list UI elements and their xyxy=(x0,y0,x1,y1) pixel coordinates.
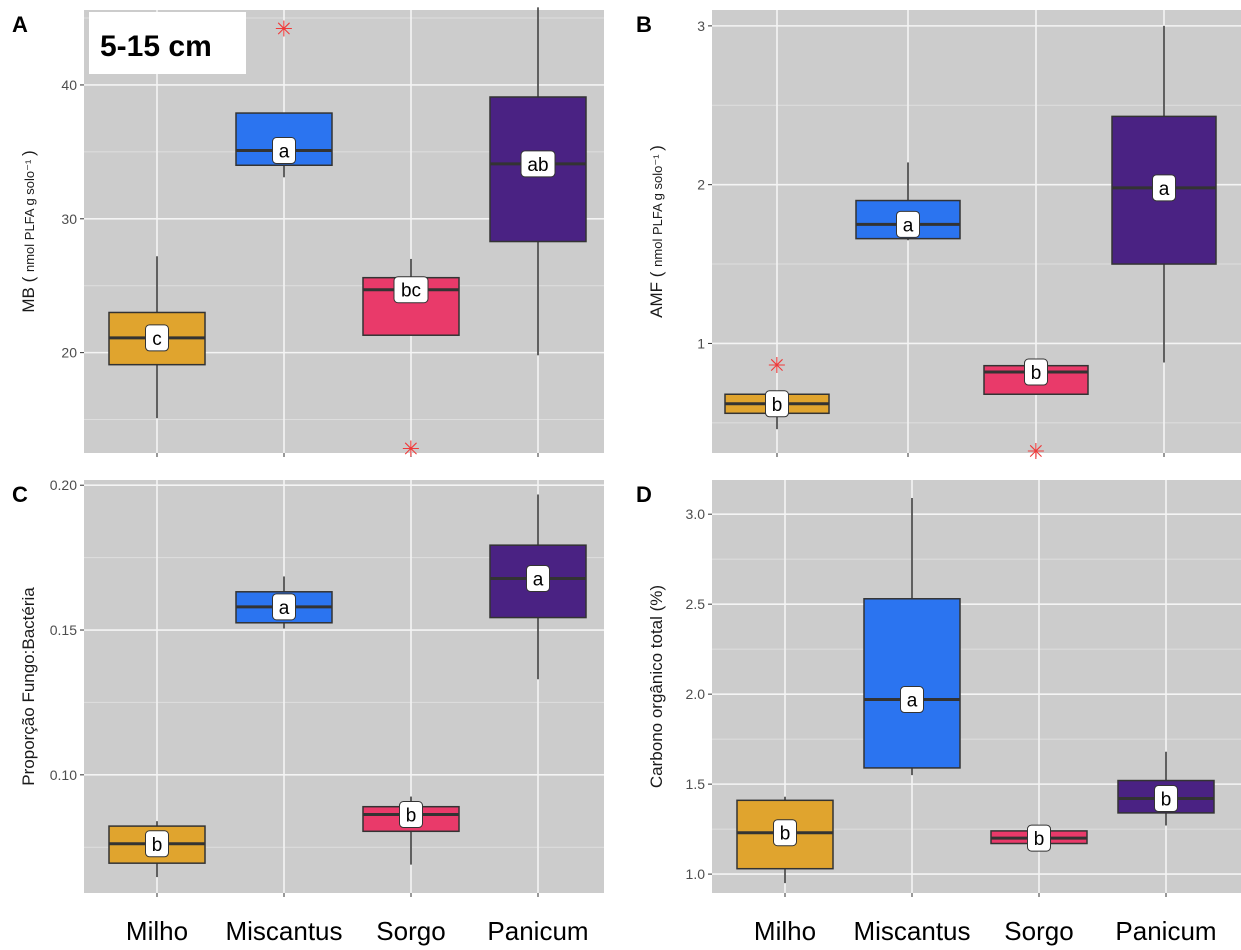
x-category-label: Sorgo xyxy=(1004,916,1073,946)
y-tick-label: 0.15 xyxy=(50,622,77,638)
y-axis-title-main: MB ( xyxy=(19,272,38,313)
x-category-label: Milho xyxy=(126,916,188,946)
outlier-point: ✳ xyxy=(1027,440,1045,465)
y-tick-label: 40 xyxy=(61,77,77,93)
y-axis-title: Carbono orgânico total (%) xyxy=(647,585,666,788)
y-tick-label: 3.0 xyxy=(686,506,706,522)
outlier-point: ✳ xyxy=(402,438,420,463)
y-tick-label: 30 xyxy=(61,211,77,227)
significance-letter: b xyxy=(780,824,791,845)
y-tick-label: 1.0 xyxy=(686,866,706,882)
y-axis-title-unit: nmol PLFA g solo⁻¹ xyxy=(650,151,665,267)
outlier-point: ✳ xyxy=(768,354,786,379)
significance-letter: b xyxy=(1161,790,1172,811)
y-axis-title-main: AMF ( xyxy=(647,267,666,318)
y-axis-title: AMF ( nmol PLFA g solo⁻¹ ) xyxy=(647,145,666,318)
y-axis-title-unit: (%) xyxy=(647,585,666,611)
y-tick-label: 20 xyxy=(61,345,77,361)
x-category-label: Sorgo xyxy=(376,916,445,946)
box-miscantus xyxy=(864,599,960,768)
x-category-labels-left: Milho Miscantus Sorgo Panicum xyxy=(126,916,589,946)
panel-d: 1.0 1.5 2.0 2.5 3.0 b a b b D Carbono orgânico tot… xyxy=(636,480,1241,897)
y-axis-title: MB ( nmol PLFA g solo⁻¹ ) xyxy=(19,150,38,312)
y-axis-title-close: ) xyxy=(647,145,666,151)
panel-a: 20 30 40 c ✳ a ✳ bc ab A MB ( nmol PLFA g solo⁻¹ ) xyxy=(12,7,604,462)
x-category-label: Miscantus xyxy=(225,916,342,946)
y-tick-label: 2.0 xyxy=(686,686,706,702)
significance-letter: a xyxy=(279,598,290,619)
outlier-point: ✳ xyxy=(275,17,293,42)
significance-letter: a xyxy=(907,691,918,712)
y-tick-label: 2.5 xyxy=(686,596,706,612)
significance-letter: a xyxy=(1159,179,1170,200)
panel-b: 1 2 3 ✳ b a ✳ b a B AMF ( nmol PLFA g solo⁻¹ ) xyxy=(636,10,1241,465)
panel-c: 0.10 0.15 0.20 b a b a C Proporção Fungo:Bactéri… xyxy=(12,477,604,897)
y-tick-label: 3 xyxy=(697,18,705,34)
y-tick-label: 2 xyxy=(697,177,705,193)
significance-letter: b xyxy=(1031,363,1042,384)
significance-letter: ab xyxy=(527,155,548,176)
depth-label: 5-15 cm xyxy=(100,30,212,63)
y-axis-title-main: Carbono orgânico total xyxy=(647,611,666,788)
x-category-label: Milho xyxy=(754,916,816,946)
panel-letter: C xyxy=(12,482,28,507)
significance-letter: a xyxy=(533,569,544,590)
y-axis-title-close: ) xyxy=(19,150,38,156)
x-category-labels-right: Milho Miscantus Sorgo Panicum xyxy=(754,916,1217,946)
significance-letter: b xyxy=(1034,829,1045,850)
y-axis-title: Proporção Fungo:Bactéria xyxy=(19,587,38,786)
x-category-label: Panicum xyxy=(1115,916,1216,946)
y-axis-title-unit: nmol PLFA g solo⁻¹ xyxy=(22,156,37,272)
panel-letter: A xyxy=(12,12,28,37)
y-tick-label: 1 xyxy=(697,335,705,351)
significance-letter: a xyxy=(903,215,914,236)
significance-letter: bc xyxy=(401,281,421,302)
x-category-label: Miscantus xyxy=(853,916,970,946)
panel-letter: D xyxy=(636,482,652,507)
significance-letter: b xyxy=(772,395,783,416)
x-category-label: Panicum xyxy=(487,916,588,946)
significance-letter: c xyxy=(152,329,162,350)
significance-letter: b xyxy=(406,806,417,827)
significance-letter: a xyxy=(279,142,290,163)
inset-label-box: 5-15 cm xyxy=(89,12,246,74)
y-axis-title-main: Proporção Fungo:Bactéria xyxy=(19,587,38,786)
panel-letter: B xyxy=(636,12,652,37)
y-tick-label: 0.20 xyxy=(50,477,77,493)
significance-letter: b xyxy=(152,835,163,856)
y-tick-label: 0.10 xyxy=(50,767,77,783)
y-tick-label: 1.5 xyxy=(686,776,706,792)
